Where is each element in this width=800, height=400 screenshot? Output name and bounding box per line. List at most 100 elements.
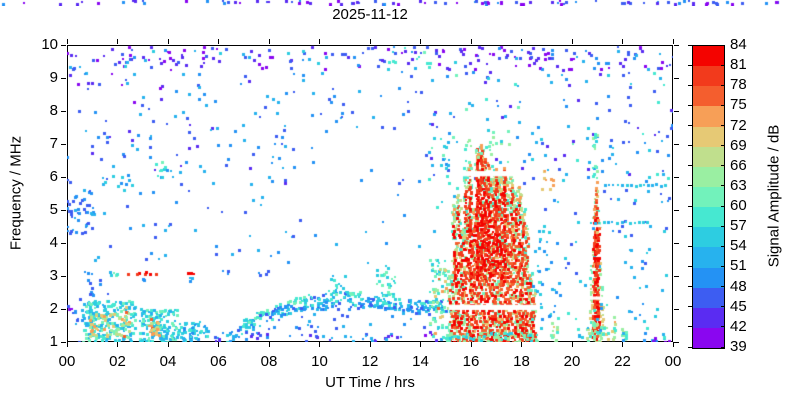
x-tick-label: 16	[462, 353, 480, 370]
x-tick-top	[622, 39, 623, 44]
colorbar-tick-label: 84	[730, 36, 747, 53]
colorbar-tick	[688, 306, 692, 308]
x-tick-label: 18	[513, 353, 530, 370]
colorbar-band	[693, 227, 724, 248]
colorbar-band	[693, 327, 724, 349]
x-tick-top	[218, 39, 219, 44]
y-tick	[61, 209, 66, 211]
y-tick-right	[674, 143, 679, 145]
colorbar-tick-label: 48	[730, 277, 747, 295]
y-tick-label: 7	[49, 135, 58, 152]
colorbar-tick	[688, 286, 692, 288]
x-tick	[268, 342, 270, 347]
colorbar-band	[693, 46, 724, 67]
x-tick-label: 06	[210, 353, 227, 370]
x-tick	[672, 342, 674, 347]
x-tick-label: 00	[664, 353, 682, 370]
colorbar-tick-label: 57	[730, 217, 747, 235]
x-tick	[369, 342, 371, 347]
x-tick-top	[319, 39, 320, 44]
x-tick	[218, 342, 219, 347]
colorbar-tick-inner	[721, 346, 725, 348]
x-tick-top	[66, 39, 68, 44]
y-tick	[61, 77, 66, 79]
colorbar-tick-label: 75	[730, 96, 747, 114]
x-tick-label: 08	[260, 353, 278, 370]
y-axis-label: Frequency / MHz	[7, 135, 25, 251]
colorbar-tick-label: 54	[730, 237, 747, 255]
y-tick-right	[674, 275, 679, 277]
y-tick	[61, 308, 66, 310]
colorbar-tick-label: 69	[730, 136, 747, 154]
colorbar-tick-inner	[721, 44, 725, 46]
colorbar-tick-label: 60	[730, 197, 747, 215]
x-tick-label: 04	[159, 353, 177, 370]
y-tick-right	[674, 341, 679, 343]
x-tick-top	[672, 39, 674, 44]
colorbar-band	[693, 247, 724, 268]
colorbar-tick-inner	[721, 265, 725, 267]
y-tick-label: 10	[41, 36, 58, 53]
y-tick-right	[674, 110, 679, 112]
colorbar-tick	[688, 346, 692, 348]
colorbar-tick	[688, 326, 692, 328]
colorbar-band	[693, 287, 724, 308]
colorbar-tick-label: 51	[730, 257, 747, 275]
x-tick-top	[167, 39, 169, 44]
spectrogram-canvas	[67, 45, 673, 342]
x-tick	[319, 342, 320, 347]
colorbar-tick	[688, 125, 692, 127]
y-tick-right	[674, 308, 679, 310]
x-tick-top	[369, 39, 371, 44]
colorbar-band	[693, 126, 724, 147]
x-axis-label: UT Time / hrs	[325, 374, 415, 391]
colorbar-tick	[688, 225, 692, 227]
x-tick	[167, 342, 169, 347]
colorbar-band	[693, 307, 724, 328]
colorbar-tick-inner	[721, 104, 725, 106]
colorbar-band	[693, 186, 724, 208]
colorbar-band	[693, 146, 724, 167]
colorbar-tick	[688, 165, 692, 167]
colorbar-tick-inner	[721, 225, 725, 227]
y-tick-label: 6	[49, 168, 58, 185]
y-tick-label: 9	[49, 69, 58, 86]
colorbar	[692, 45, 725, 349]
colorbar-tick	[688, 44, 692, 46]
y-tick-label: 4	[49, 234, 58, 251]
colorbar-tick	[688, 205, 692, 207]
y-tick	[61, 176, 66, 178]
colorbar-tick-label: 63	[730, 176, 747, 194]
x-tick-top	[571, 39, 573, 44]
y-tick-label: 8	[49, 102, 58, 119]
colorbar-tick-inner	[721, 125, 725, 127]
colorbar-tick-inner	[721, 165, 725, 167]
top-edge-dots-canvas	[0, 0, 800, 6]
x-tick-top	[117, 39, 118, 44]
x-tick	[470, 342, 472, 347]
y-tick	[61, 341, 66, 343]
colorbar-tick-inner	[721, 64, 725, 66]
x-tick	[571, 342, 573, 347]
colorbar-tick-label: 45	[730, 297, 747, 315]
colorbar-tick-inner	[721, 185, 725, 187]
x-tick-top	[420, 39, 421, 44]
y-tick-label: 3	[49, 267, 58, 284]
x-tick-label: 12	[361, 353, 379, 370]
colorbar-band	[693, 267, 724, 288]
colorbar-band	[693, 66, 724, 87]
y-tick-right	[674, 242, 679, 244]
colorbar-tick-label: 66	[730, 156, 747, 174]
colorbar-tick-inner	[721, 205, 725, 207]
colorbar-tick-label: 42	[730, 317, 747, 335]
y-tick-right	[674, 176, 679, 178]
y-tick-right	[674, 77, 679, 79]
x-tick-top	[470, 39, 472, 44]
colorbar-band	[693, 207, 724, 228]
colorbar-tick-inner	[721, 245, 725, 247]
colorbar-tick	[688, 104, 692, 106]
y-tick	[61, 242, 66, 244]
x-tick	[66, 342, 68, 347]
y-tick	[61, 110, 66, 112]
y-tick	[61, 275, 66, 277]
